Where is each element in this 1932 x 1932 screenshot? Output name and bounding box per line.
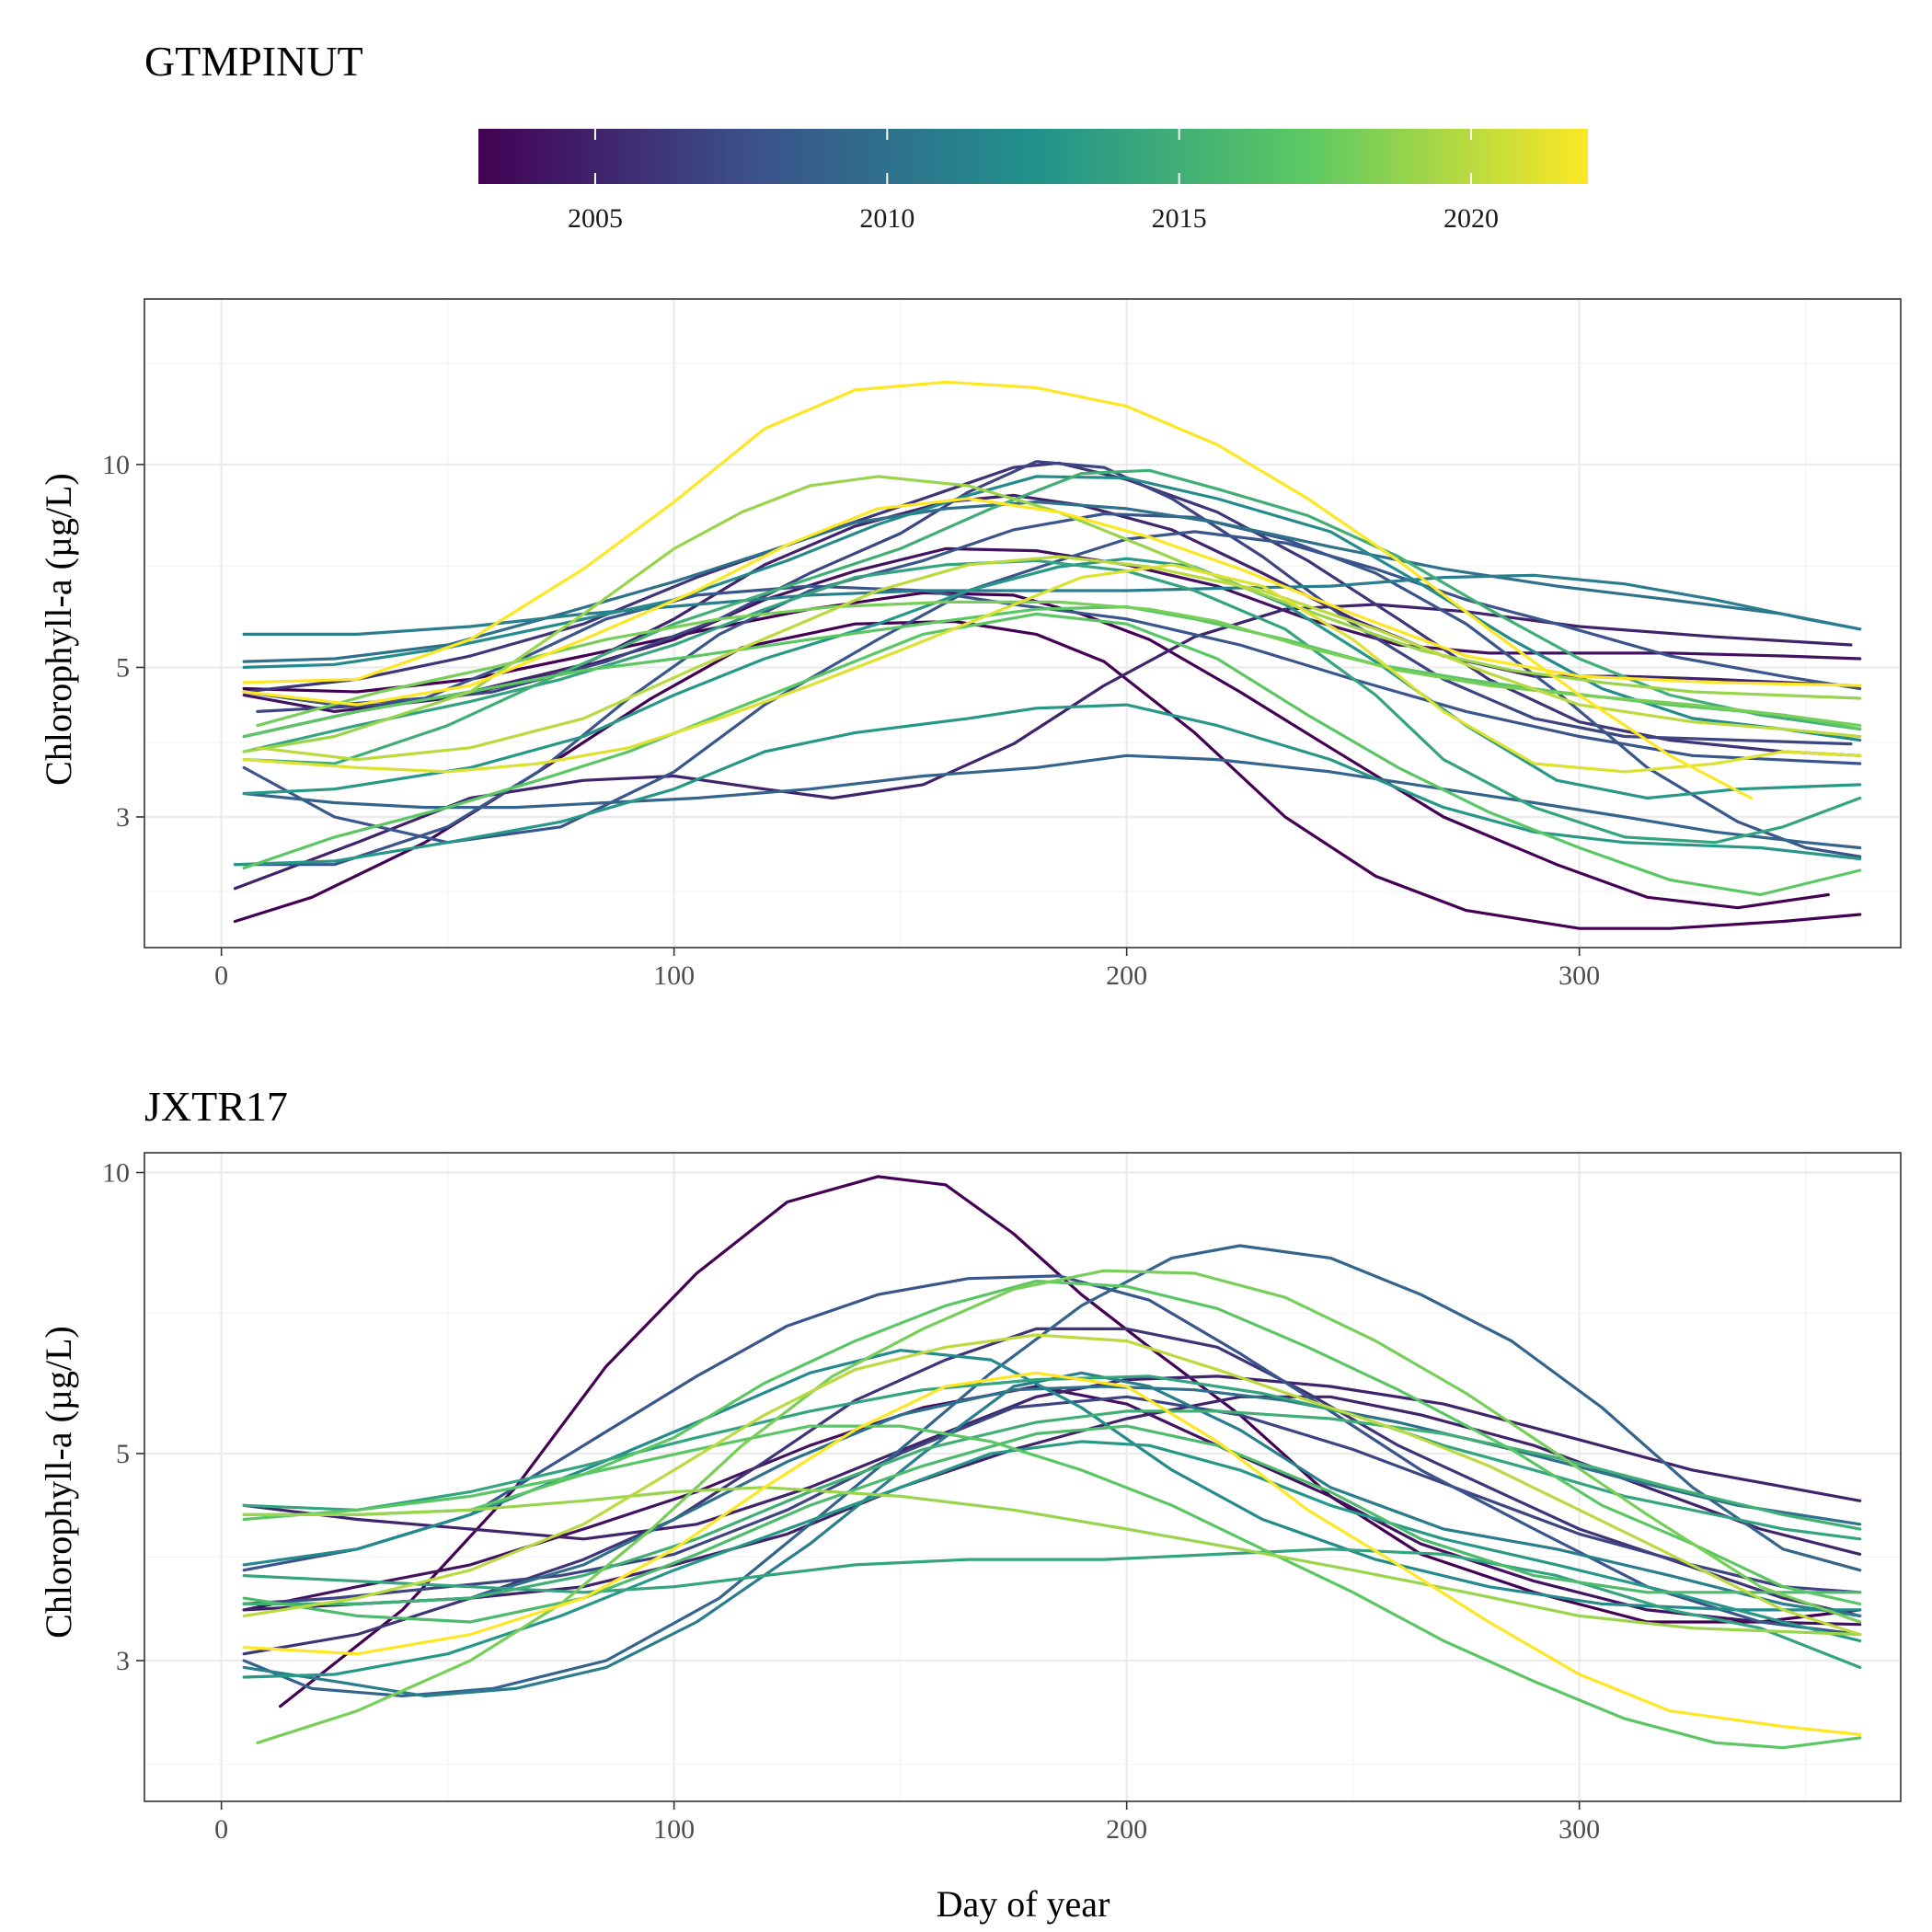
series-line-2011: [242, 573, 1862, 636]
series-line-2007: [256, 460, 1853, 746]
series-line-2008: [242, 1274, 1862, 1637]
panel-border: [144, 298, 1902, 949]
series-line-2017: [242, 1279, 1862, 1605]
x-tick-label: 200: [1106, 1814, 1147, 1845]
y-tick-label: 5: [116, 652, 130, 683]
y-tick-label: 3: [116, 1646, 130, 1676]
x-tick-label: 300: [1558, 960, 1600, 991]
panel-border: [144, 1152, 1902, 1802]
series-line-2022: [242, 1371, 1862, 1736]
series-group: [242, 1175, 1862, 1750]
year-colorbar: 2005 2010 2015 2020: [478, 129, 1588, 234]
x-tick-label: 200: [1106, 960, 1147, 991]
colorbar-tick-label: 2005: [568, 203, 623, 234]
series-line-2017: [242, 1424, 1862, 1750]
x-tick-label: 300: [1558, 1814, 1600, 1845]
panel-title-jxtr17: JXTR17: [144, 1083, 288, 1130]
series-line-2019: [242, 475, 1862, 753]
x-tick-label: 100: [653, 960, 695, 991]
series-line-2022: [242, 380, 1754, 800]
series-line-2018: [256, 600, 1862, 728]
series-line-2019: [242, 1486, 1862, 1637]
series-line-2009: [242, 1244, 1862, 1697]
panel-jxtr17: Chlorophyll-a (µg/L) Day of year 0 100 200…: [38, 1152, 1902, 1925]
grid: [144, 299, 1901, 948]
series-line-2017: [242, 612, 1862, 897]
series-line-2006: [242, 1327, 1862, 1656]
y-axis-title-gtmpinut: Chlorophyll-a (µg/L): [38, 473, 79, 786]
series-line-2021: [242, 563, 1862, 774]
series-line-2016: [242, 1424, 1862, 1624]
y-tick-label: 5: [116, 1439, 130, 1469]
colorbar-tick-label: 2010: [859, 203, 914, 234]
series-line-2018: [256, 1269, 1862, 1744]
series-line-2008: [242, 584, 1862, 765]
grid: [144, 1153, 1901, 1801]
series-line-2010: [242, 1385, 1862, 1605]
series-line-2014: [242, 1374, 1862, 1541]
panel-title-gtmpinut: GTMPINUT: [144, 38, 363, 85]
y-axis-title-jxtr17: Chlorophyll-a (µg/L): [38, 1326, 79, 1639]
series-line-2015: [242, 468, 1862, 765]
series-group: [233, 380, 1862, 930]
series-line-2009: [242, 753, 1862, 850]
colorbar-tick-label: 2015: [1152, 203, 1207, 234]
x-tick-label: 0: [214, 1814, 228, 1845]
x-tick-label: 0: [214, 960, 228, 991]
colorbar-tick-label: 2020: [1443, 203, 1499, 234]
series-line-2008: [233, 512, 1862, 867]
y-tick-label: 10: [102, 1157, 130, 1188]
series-line-2013: [233, 703, 1862, 867]
x-tick-label: 100: [653, 1814, 695, 1845]
colorbar-gradient: [478, 129, 1588, 184]
y-tick-label: 3: [116, 802, 130, 833]
series-line-2020: [256, 555, 1862, 762]
series-line-2013: [242, 557, 1862, 800]
series-line-2014: [242, 1547, 1862, 1669]
series-line-2010: [242, 500, 1862, 663]
series-line-2012: [242, 475, 1862, 742]
series-line-2015: [242, 1409, 1862, 1605]
panel-gtmpinut: Chlorophyll-a (µg/L) 0 100 200 300 3 5 10: [38, 298, 1902, 991]
y-tick-label: 10: [102, 450, 130, 480]
series-line-2022: [242, 497, 1862, 707]
x-axis-title: Day of year: [937, 1883, 1110, 1925]
series-line-2020: [242, 1333, 1862, 1637]
series-line-2005: [242, 1374, 1862, 1541]
series-line-2008: [242, 530, 1862, 845]
